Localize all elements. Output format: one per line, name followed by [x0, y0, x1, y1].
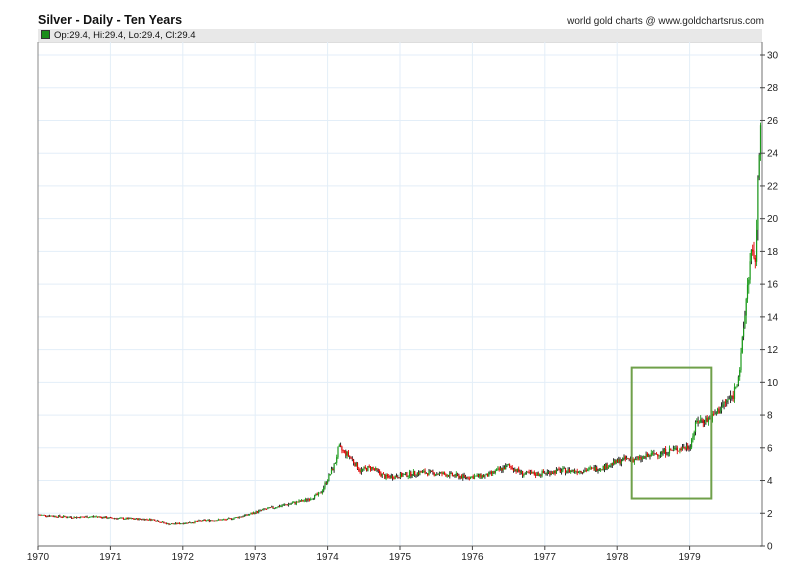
- chart-title: Silver - Daily - Ten Years: [38, 13, 183, 27]
- price-series: [38, 122, 762, 526]
- y-tick-label: 14: [767, 312, 779, 323]
- chart-credit: world gold charts @ www.goldchartsrus.co…: [567, 16, 764, 27]
- x-tick-label: 1971: [99, 552, 122, 563]
- y-tick-label: 8: [767, 411, 773, 422]
- legend-swatch-icon: [41, 30, 50, 39]
- y-tick-label: 6: [767, 443, 773, 454]
- y-tick-label: 28: [767, 83, 779, 94]
- y-tick-label: 20: [767, 214, 779, 225]
- x-tick-label: 1974: [316, 552, 339, 563]
- y-tick-label: 24: [767, 149, 779, 160]
- grid-lines: [38, 42, 762, 546]
- ohlc-legend-text: Op:29.4, Hi:29.4, Lo:29.4, Cl:29.4: [54, 30, 196, 41]
- y-tick-label: 30: [767, 51, 779, 62]
- x-tick-label: 1978: [606, 552, 629, 563]
- highlight-box: [630, 366, 713, 500]
- y-tick-label: 18: [767, 247, 779, 258]
- y-tick-label: 2: [767, 509, 773, 520]
- y-tick-label: 22: [767, 181, 779, 192]
- x-tick-label: 1979: [678, 552, 701, 563]
- y-tick-label: 26: [767, 116, 779, 127]
- x-tick-label: 1972: [172, 552, 195, 563]
- x-tick-label: 1970: [27, 552, 50, 563]
- x-tick-label: 1973: [244, 552, 267, 563]
- y-tick-label: 4: [767, 476, 773, 487]
- x-tick-label: 1975: [389, 552, 412, 563]
- x-tick-label: 1976: [461, 552, 484, 563]
- y-tick-label: 10: [767, 378, 779, 389]
- annotation-rectangle: [630, 366, 713, 500]
- y-tick-label: 0: [767, 542, 773, 553]
- x-tick-label: 1977: [534, 552, 557, 563]
- y-tick-label: 12: [767, 345, 779, 356]
- y-tick-label: 16: [767, 280, 779, 291]
